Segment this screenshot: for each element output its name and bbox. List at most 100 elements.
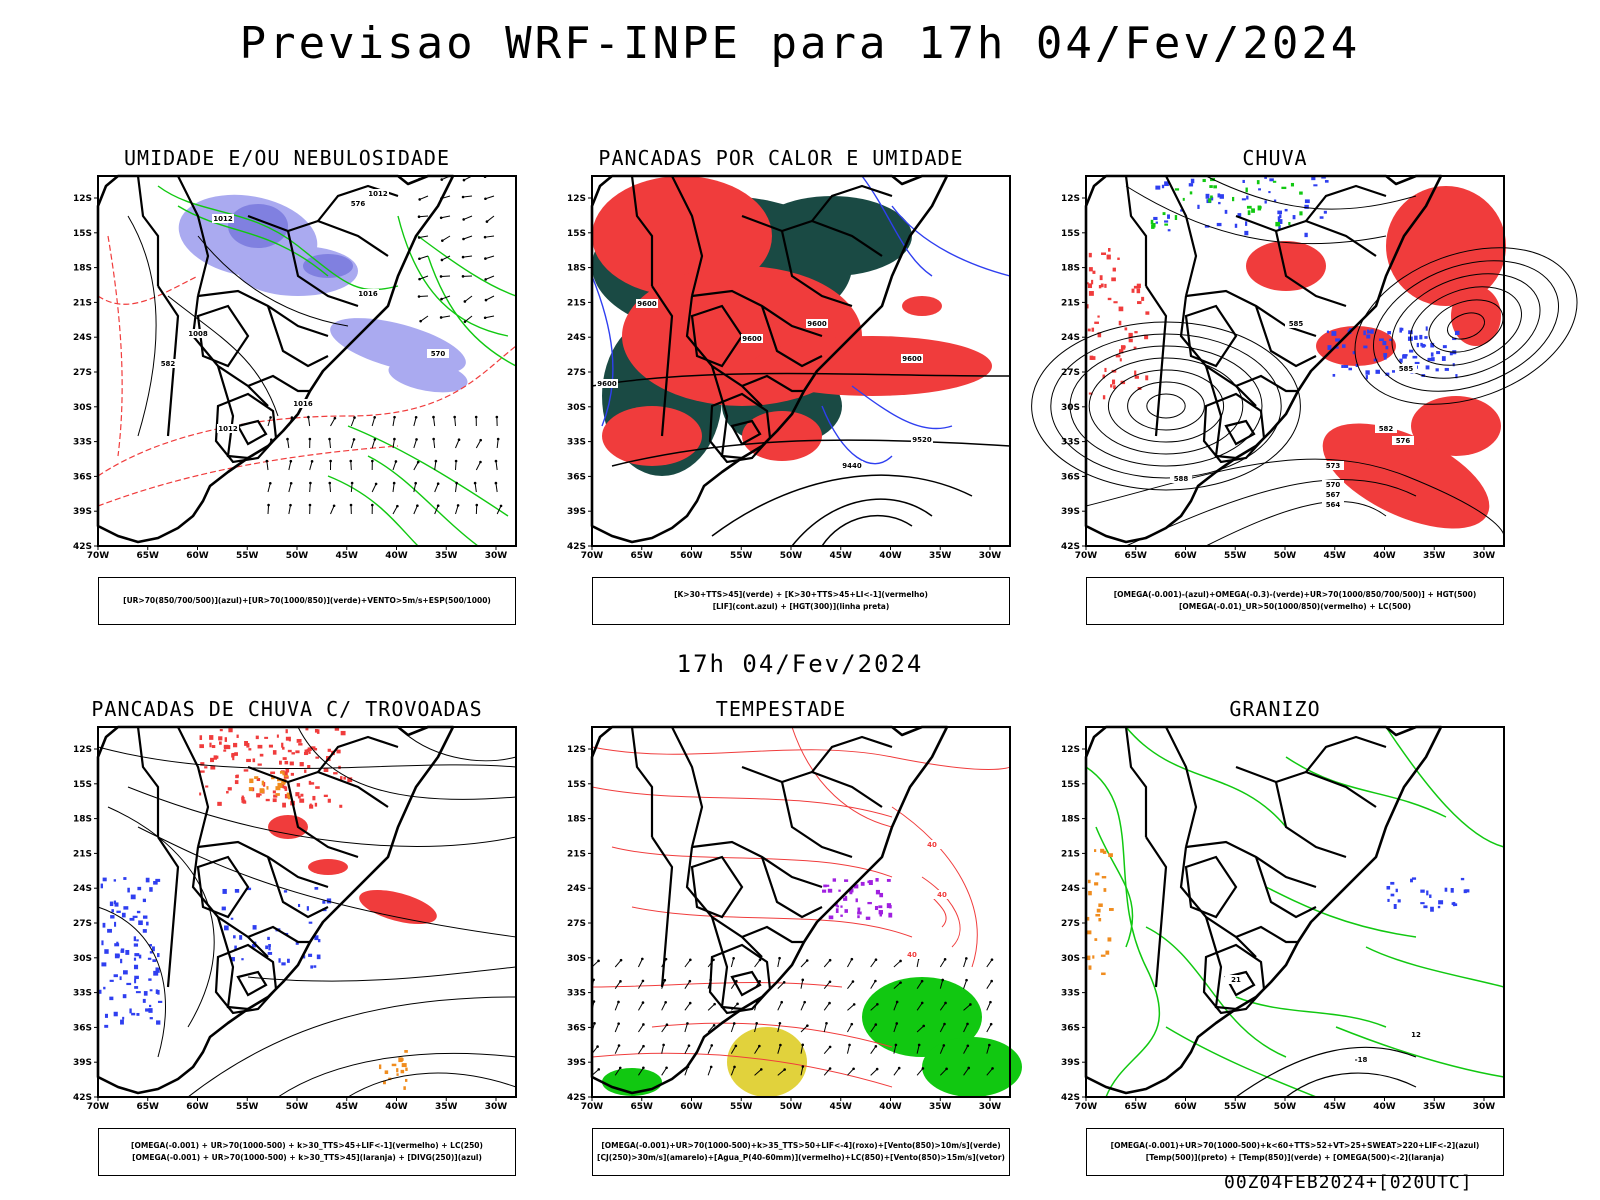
- hail-blue-dot: [1387, 898, 1390, 902]
- wind-vector-head: [499, 504, 503, 508]
- wind-vector: [266, 461, 269, 471]
- hgt300-contour: [591, 372, 1011, 387]
- precip-water-contour: [791, 726, 893, 828]
- state-border: [317, 735, 399, 773]
- wind850-vector-head: [783, 1068, 786, 1071]
- legend-line: [OMEGA(-0.01)_UR>50(1000/850)(vermelho) …: [1178, 602, 1412, 611]
- storm-red-dot: [285, 729, 288, 734]
- omega-blue-dot: [1205, 193, 1210, 199]
- lat-tick-label: 39S: [1061, 1058, 1080, 1068]
- wind-vector-head: [310, 460, 314, 463]
- divergence-blue-dot: [149, 1004, 152, 1008]
- omega-blue-dot: [1246, 195, 1249, 200]
- omega-blue-dot: [1399, 358, 1403, 363]
- state-border: [1124, 175, 1148, 286]
- wind850-vector: [730, 1003, 738, 1011]
- omega-blue-dot: [1342, 344, 1346, 348]
- lat-tick-label: 42S: [567, 542, 586, 552]
- lon-tick-label: 70W: [581, 1102, 604, 1112]
- divergence-blue-dot: [149, 951, 153, 954]
- wind-vector-head: [393, 415, 396, 419]
- storm-red-dot: [285, 736, 290, 741]
- lat-tick-label: 30S: [73, 954, 92, 964]
- lat-tick-label: 33S: [567, 989, 586, 999]
- divergence-blue-dot: [224, 925, 229, 931]
- contour-label-bg: [1405, 1030, 1427, 1039]
- omega-orange-dot: [1088, 965, 1092, 970]
- hail-blue-dot: [1464, 889, 1470, 893]
- omega-green-dot: [1272, 180, 1277, 183]
- wind850-vector-head: [852, 1067, 855, 1071]
- wind-vector: [485, 255, 495, 260]
- omega-blue-dot: [1279, 214, 1282, 219]
- hail-blue-dot: [1426, 890, 1429, 896]
- lon-tick-label: 50W: [1274, 1102, 1297, 1112]
- wind850-vector: [754, 1045, 760, 1054]
- wind-vector-head: [289, 459, 293, 463]
- divergence-blue-dot: [326, 898, 332, 904]
- lon-tick-label: 50W: [780, 551, 803, 561]
- state-border: [247, 374, 310, 393]
- omega-orange-dot: [1094, 938, 1098, 941]
- panel-umidade: UMIDADE E/OU NEBULOSIDADE 1012 1016 1012 10…: [52, 146, 522, 626]
- omega-blue-dot: [1321, 176, 1326, 179]
- divergence-blue-dot: [247, 887, 252, 891]
- wind-vector-head: [394, 460, 398, 463]
- lat-tick-label: 21S: [73, 849, 92, 859]
- state-border: [690, 855, 744, 919]
- wind850-vector-head: [920, 1001, 924, 1005]
- convection-red: [742, 411, 822, 461]
- humidity-green-contour: [427, 255, 517, 367]
- omega-blue-dot: [1441, 356, 1446, 361]
- severe-purple-dot-layer: [822, 878, 893, 920]
- wind-vector-head: [328, 437, 331, 441]
- omega-orange-dot-layer: [1086, 848, 1114, 976]
- severe-purple-dot: [840, 914, 843, 917]
- hgt300-contour: [711, 474, 973, 537]
- divergence-blue-dot: [157, 953, 160, 958]
- wind-vector-head: [396, 504, 399, 508]
- wind850-vector: [847, 1023, 853, 1033]
- severe-purple-dot: [879, 892, 884, 898]
- wind850-vector-head: [874, 1045, 878, 1048]
- wind-vector-head: [373, 438, 377, 441]
- state-border: [177, 175, 210, 297]
- omega-orange-dot: [1088, 890, 1092, 896]
- storm-red-dot: [296, 738, 302, 743]
- storm-red-dot: [288, 736, 291, 742]
- panel-pancadas-trovoadas: PANCADAS DE CHUVA C/ TROVOADAS 12S 15S 18S…: [52, 697, 522, 1177]
- wind-vector-head: [461, 275, 465, 278]
- lon-tick-label: 45W: [336, 1102, 359, 1112]
- wind850-vector: [847, 1004, 855, 1011]
- lat-tick-label: 12S: [1061, 745, 1080, 755]
- legend-box: [UR>70(850/700/500)](azul)+[UR>70(1000/8…: [98, 577, 516, 625]
- storm-orange-dot: [403, 1086, 406, 1090]
- omega-blue-dot: [1167, 214, 1170, 219]
- storm-red-dot: [217, 801, 222, 806]
- wind850-vector: [963, 1004, 971, 1011]
- omega-blue-dot: [1375, 369, 1380, 374]
- wind-vector: [455, 505, 459, 515]
- contour-label: 1012: [368, 190, 388, 198]
- wind850-vector-head: [710, 1044, 714, 1047]
- contour-label-bg: [911, 435, 933, 444]
- contour-label-bg: [596, 379, 618, 388]
- divergence-blue-dot: [114, 943, 120, 947]
- divergence-blue-dot: [142, 915, 148, 919]
- storm-orange-dot: [384, 1070, 389, 1075]
- wind850-vector-head: [689, 958, 692, 962]
- temp850-contour: [1385, 726, 1505, 848]
- hail-blue-dot: [1420, 902, 1425, 905]
- divergence-blue-dot: [230, 957, 235, 962]
- wind850-vector-head: [966, 1022, 969, 1026]
- lon-tick-label: 35W: [929, 1102, 952, 1112]
- storm-red-layer: [268, 815, 437, 925]
- storm-red-dot: [327, 748, 331, 752]
- omega-blue-dot: [1323, 210, 1327, 214]
- wind850-vector-head: [732, 956, 735, 960]
- temp500-contour-layer: [1235, 1046, 1417, 1098]
- wind-vector-head: [289, 482, 293, 485]
- wind850-vector-head: [596, 1045, 599, 1048]
- wind850-vector: [963, 1023, 968, 1033]
